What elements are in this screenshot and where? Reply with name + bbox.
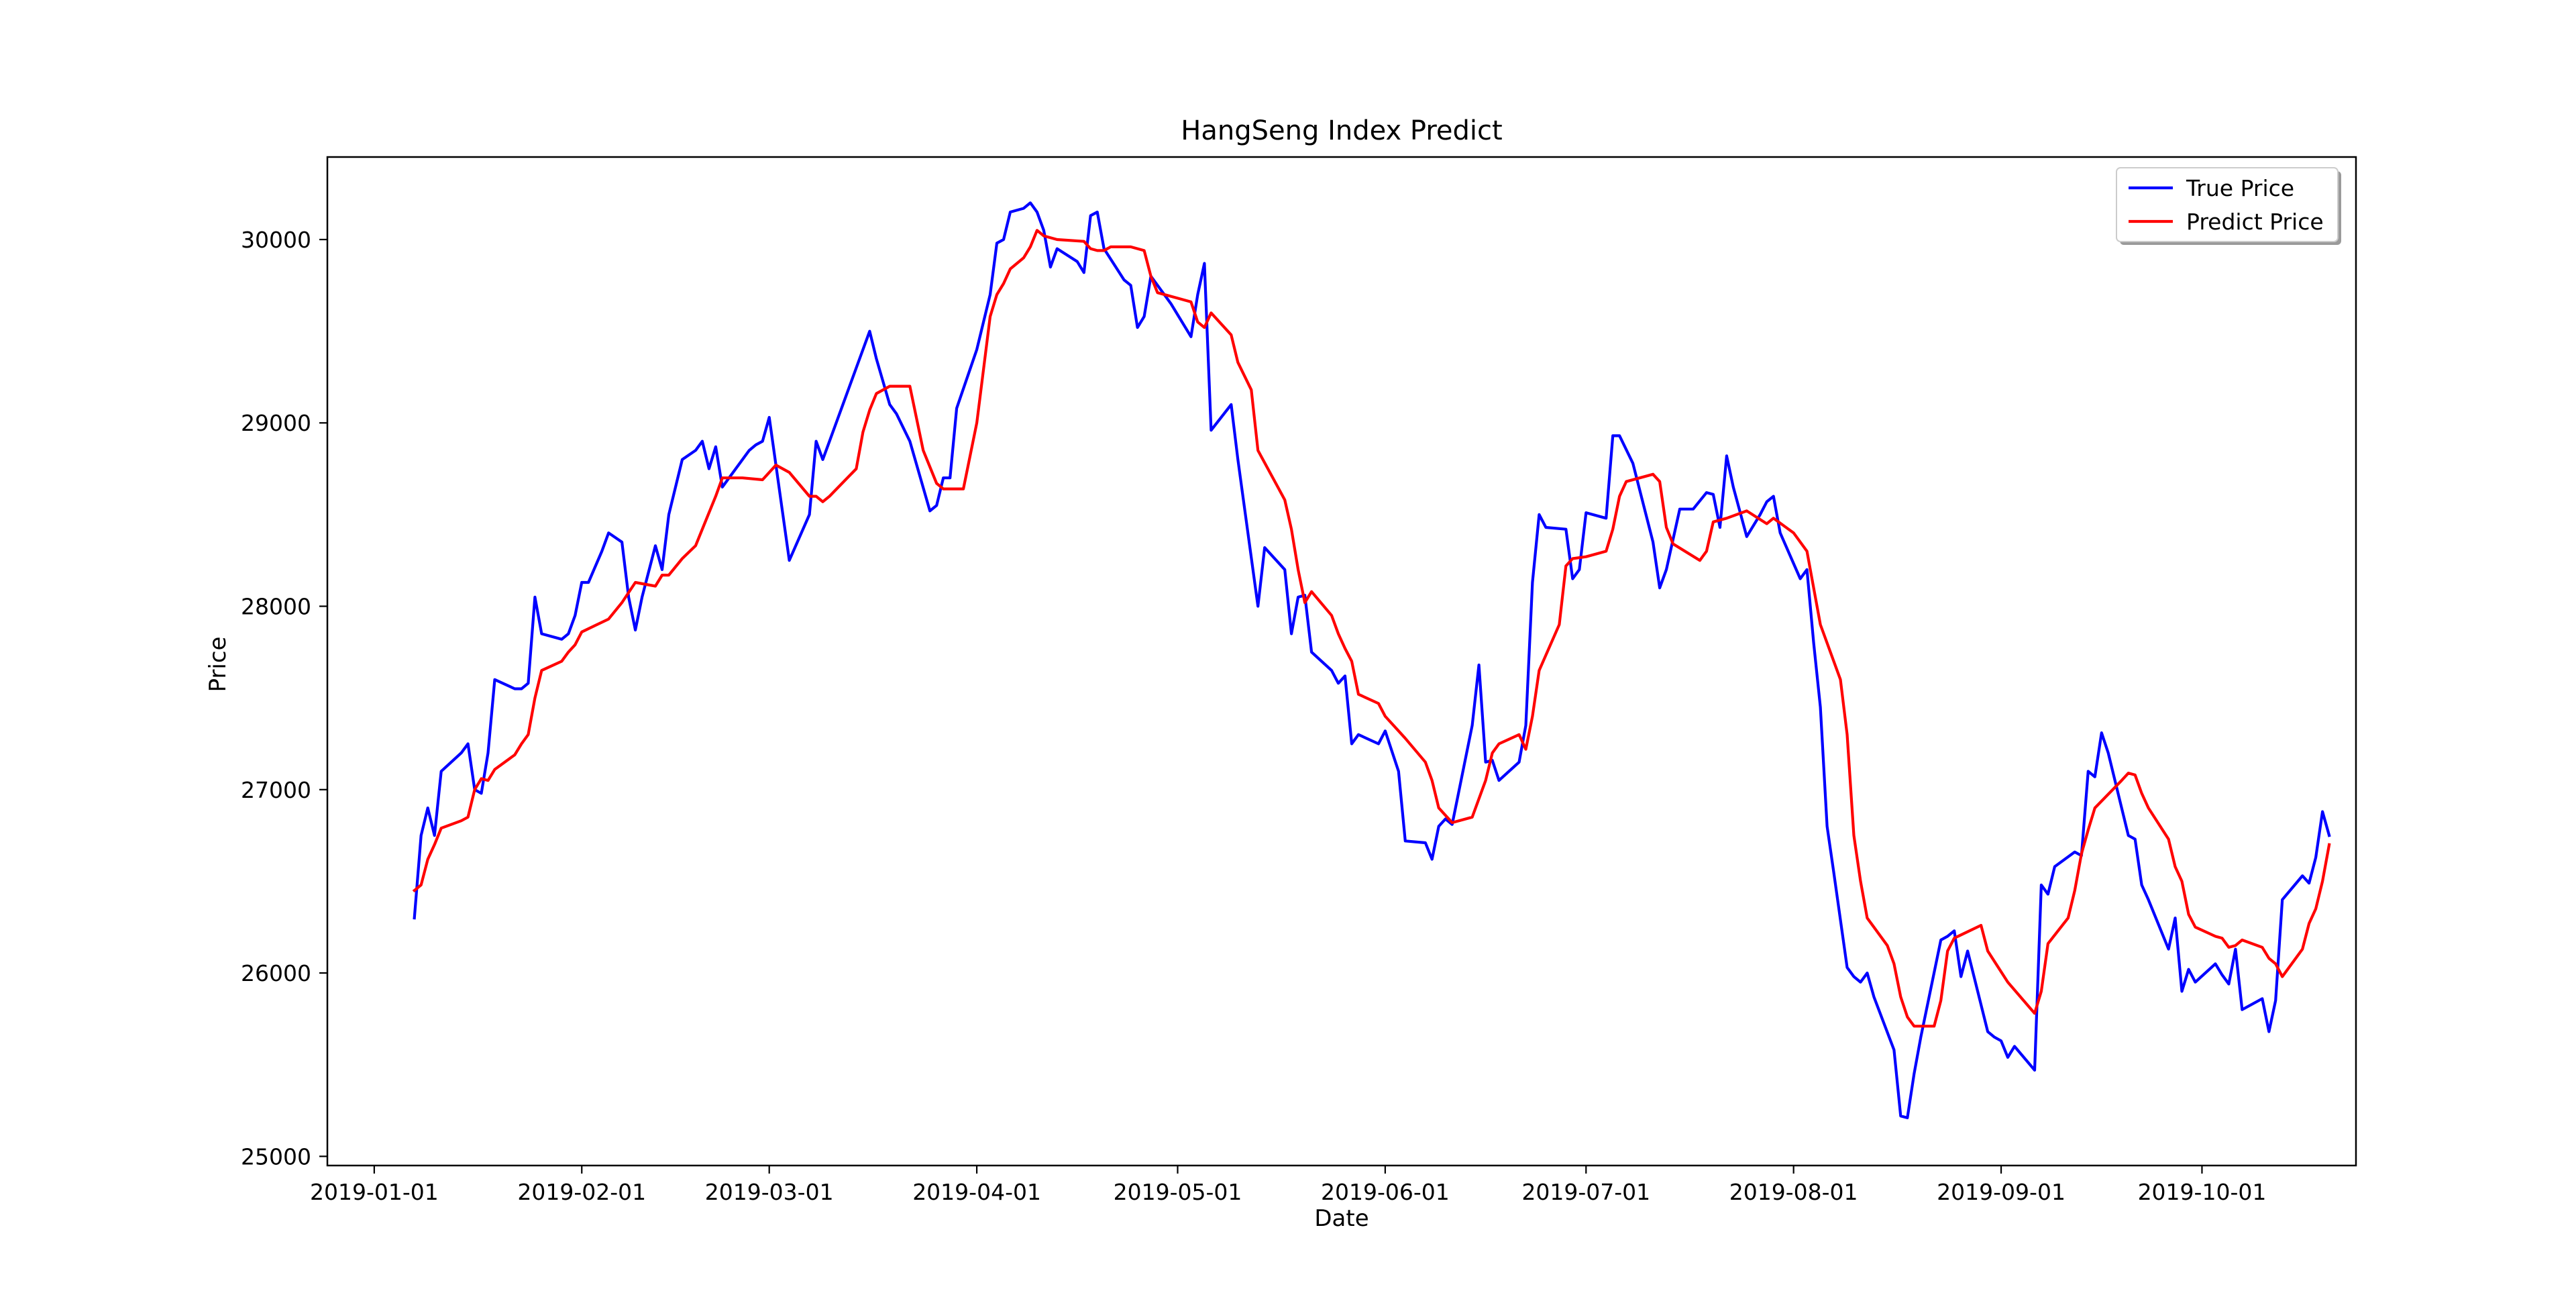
y-axis-label: Price (205, 637, 231, 692)
x-tick-label: 2019-06-01 (1321, 1179, 1450, 1205)
x-tick-label: 2019-01-01 (310, 1179, 439, 1205)
x-tick-label: 2019-10-01 (2138, 1179, 2267, 1205)
legend: True Price Predict Price (2116, 167, 2341, 245)
series-line-true-price (413, 201, 2331, 1119)
y-tick-label: 29000 (241, 410, 311, 436)
y-tick-label: 26000 (241, 960, 311, 986)
x-tick-label: 2019-07-01 (1521, 1179, 1650, 1205)
axes-group: 2019-01-01 2019-02-01 2019-03-01 2019-04-01… (241, 156, 2357, 1205)
x-tick-label: 2019-09-01 (1937, 1179, 2065, 1205)
x-tick-label: 2019-04-01 (912, 1179, 1041, 1205)
legend-label: Predict Price (2186, 209, 2324, 235)
x-tick-label: 2019-03-01 (705, 1179, 834, 1205)
x-tick-label: 2019-08-01 (1729, 1179, 1858, 1205)
chart-title: HangSeng Index Predict (1181, 115, 1502, 146)
x-tick-label: 2019-02-01 (517, 1179, 646, 1205)
series-line-predict-price (412, 229, 2331, 1028)
x-tick-label: 2019-05-01 (1114, 1179, 1242, 1205)
series-group (412, 201, 2331, 1119)
legend-box (2116, 167, 2339, 242)
y-tick-label: 25000 (241, 1143, 311, 1170)
y-tick-label: 27000 (241, 777, 311, 803)
legend-label: True Price (2186, 175, 2294, 201)
y-tick-label: 28000 (241, 594, 311, 620)
x-axis-label: Date (1314, 1205, 1368, 1232)
plot-frame (326, 156, 2357, 1167)
y-tick-label: 30000 (241, 227, 311, 253)
